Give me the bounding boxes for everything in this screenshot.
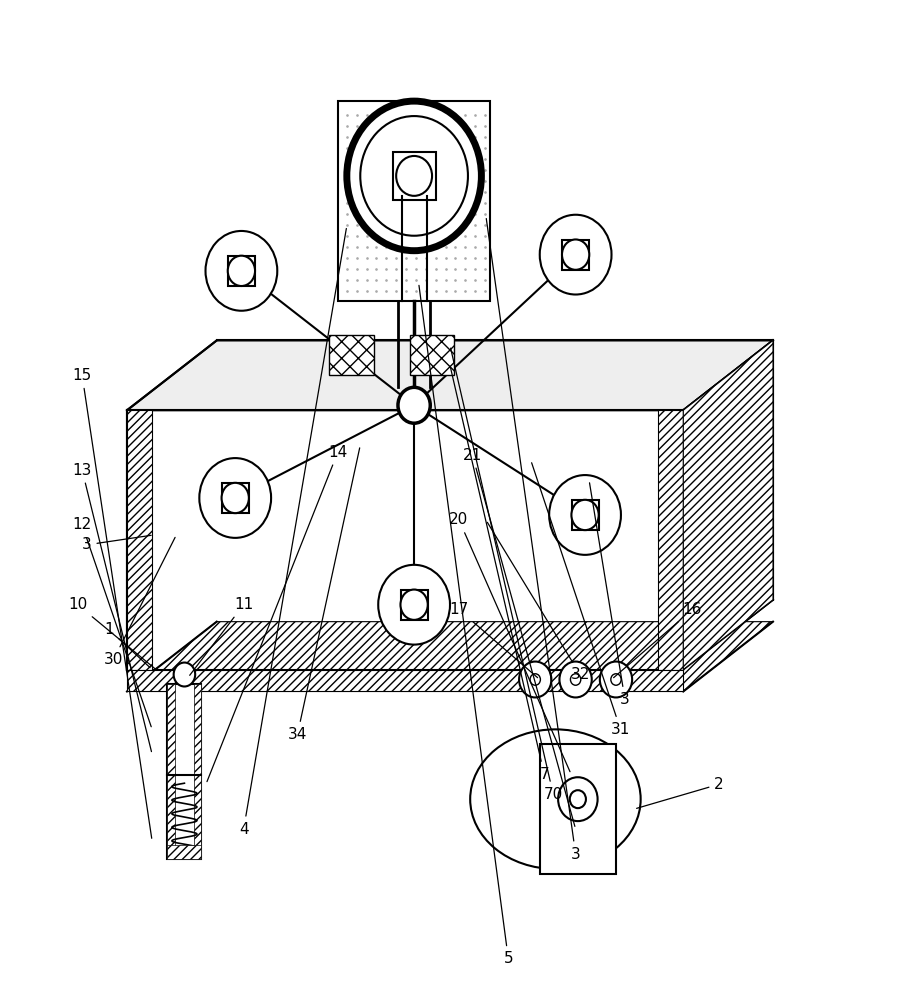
Circle shape [599, 662, 632, 697]
Circle shape [549, 475, 621, 555]
Bar [228, 256, 255, 286]
Text: 1: 1 [104, 622, 150, 668]
Circle shape [398, 387, 430, 423]
Text: 4: 4 [238, 228, 346, 837]
Text: 30: 30 [104, 537, 176, 667]
Text: 12: 12 [73, 517, 151, 727]
Text: 3: 3 [486, 219, 580, 862]
Bar [338, 101, 490, 301]
Circle shape [562, 239, 590, 270]
Circle shape [530, 674, 540, 685]
Circle shape [540, 215, 611, 295]
Circle shape [558, 777, 598, 821]
Circle shape [199, 458, 271, 538]
Circle shape [174, 663, 195, 686]
Circle shape [400, 590, 428, 620]
Text: 10: 10 [68, 597, 157, 670]
Bar [127, 670, 683, 691]
Text: 17: 17 [449, 602, 537, 678]
Text: 31: 31 [532, 463, 630, 737]
Polygon shape [658, 410, 683, 670]
Text: 3: 3 [590, 483, 630, 707]
Bar [410, 335, 454, 375]
Bar [194, 684, 202, 859]
Circle shape [571, 674, 580, 685]
Circle shape [570, 790, 586, 808]
Circle shape [572, 500, 598, 530]
Text: 32: 32 [487, 522, 590, 682]
Circle shape [346, 101, 482, 251]
Bar [221, 483, 248, 513]
Bar [400, 590, 428, 620]
Text: 15: 15 [73, 368, 152, 838]
Bar [167, 684, 202, 859]
Circle shape [560, 662, 592, 697]
Text: 21: 21 [463, 448, 575, 826]
Text: 11: 11 [190, 597, 253, 675]
Polygon shape [127, 410, 152, 670]
Circle shape [378, 565, 450, 645]
Polygon shape [127, 340, 773, 410]
Bar [328, 335, 374, 375]
Text: 7: 7 [451, 368, 549, 782]
Bar [392, 152, 436, 200]
Circle shape [228, 256, 255, 286]
Circle shape [611, 674, 621, 685]
Polygon shape [683, 340, 773, 670]
Polygon shape [127, 622, 773, 691]
Text: 70: 70 [451, 348, 562, 802]
Bar [540, 744, 616, 874]
Circle shape [519, 662, 552, 697]
Circle shape [396, 156, 432, 196]
Bar [167, 845, 202, 859]
Circle shape [205, 231, 277, 311]
Circle shape [360, 116, 468, 236]
Bar [572, 500, 598, 530]
Text: 20: 20 [449, 512, 570, 772]
Bar [562, 240, 590, 270]
Text: 14: 14 [207, 445, 347, 782]
Text: 34: 34 [288, 448, 360, 742]
Bar [167, 684, 175, 859]
Text: 13: 13 [73, 463, 151, 752]
Text: 2: 2 [636, 777, 724, 808]
Polygon shape [127, 410, 683, 670]
Polygon shape [683, 340, 773, 670]
Text: 5: 5 [419, 285, 513, 966]
Text: 3: 3 [82, 535, 151, 552]
Circle shape [221, 483, 249, 513]
Text: 16: 16 [614, 602, 702, 678]
